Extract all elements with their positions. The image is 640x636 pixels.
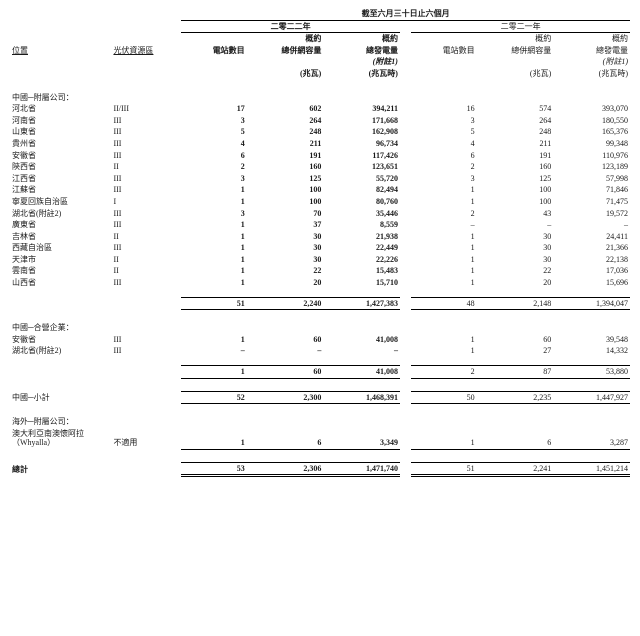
china-subtotal-row: 中國─小計 52 2,300 1,468,391 50 2,235 1,447,… (10, 391, 630, 404)
hdr-gen21-l1: 概約 (553, 33, 630, 45)
grand-total-row: 總計 53 2,306 1,471,740 51 2,241 1,451,214 (10, 462, 630, 476)
table-row: 山西省III12015,71012015,696 (10, 277, 630, 289)
table-row: 天津市II13022,22613022,138 (10, 254, 630, 266)
hdr-cap22-l2: 總併網容量 (247, 45, 324, 57)
table-row: 雲南省II12215,48312217,036 (10, 265, 630, 277)
table-row: 河南省III3264171,6683264180,550 (10, 115, 630, 127)
financial-table: 截至六月三十日止六個月 二零二二年 二零二一年 概約 概約 概約 概約 位置 光… (10, 8, 630, 477)
hdr-note22: (附註1) (323, 56, 400, 68)
section-china-jv: 中國─合營企業： (10, 322, 630, 334)
hdr-cap21-l2: 總併網容量 (477, 45, 554, 57)
table-row: 河北省II/III17602394,21116574393,070 (10, 103, 630, 115)
subtotal-sub-row: 51 2,240 1,427,383 48 2,148 1,394,047 (10, 297, 630, 310)
table-row: 江蘇省III110082,494110071,846 (10, 184, 630, 196)
hdr-location: 位置 (10, 45, 111, 57)
unit-mwh22: (兆瓦時) (323, 68, 400, 80)
hdr-cnt22: 電站數目 (181, 45, 246, 57)
year-2021-header: 二零二一年 (411, 20, 630, 33)
table-row: 寧夏回族自治區I110080,760110071,475 (10, 196, 630, 208)
hdr-cap22-l1: 概約 (247, 33, 324, 45)
hdr-gen22-l2: 總發電量 (323, 45, 400, 57)
hdr-cap21-l1: 概約 (477, 33, 554, 45)
section-china-sub: 中國─附屬公司： (10, 92, 630, 104)
table-row: 山東省III5248162,9085248165,376 (10, 126, 630, 138)
section-overseas: 海外─附屬公司： (10, 416, 630, 428)
period-header: 截至六月三十日止六個月 (181, 8, 630, 20)
table-row: 安徽省III16041,00816039,548 (10, 334, 630, 346)
year-2022-header: 二零二二年 (181, 20, 400, 33)
table-row: 廣東省III1378,559––– (10, 219, 630, 231)
hdr-cnt21: 電站數目 (411, 45, 476, 57)
table-row: 湖北省(附註2)III37035,44624319,572 (10, 208, 630, 220)
unit-mwh21: (兆瓦時) (553, 68, 630, 80)
table-row: 陝西省II2160123,6512160123,189 (10, 161, 630, 173)
table-row: 江西省III312555,720312557,998 (10, 173, 630, 185)
table-row: 湖北省(附註2)III–––12714,332 (10, 345, 630, 357)
table-row: 吉林省II13021,93813024,411 (10, 231, 630, 243)
hdr-note21: (附註1) (553, 56, 630, 68)
hdr-gen22-l1: 概約 (323, 33, 400, 45)
table-row: 貴州省III421196,734421199,348 (10, 138, 630, 150)
unit-mw21: (兆瓦) (477, 68, 554, 80)
hdr-zone: 光伏資源區 (111, 45, 181, 57)
hdr-gen21-l2: 總發電量 (553, 45, 630, 57)
subtotal-jv-row: 1 60 41,008 2 87 53,880 (10, 366, 630, 379)
unit-mw22: (兆瓦) (247, 68, 324, 80)
table-row: 安徽省III6191117,4266191110,976 (10, 150, 630, 162)
table-row: 西藏自治區III13022,44913021,366 (10, 242, 630, 254)
overseas-row: 澳大利亞南澳懷阿拉（Whyalla） 不適用 1 6 3,349 1 6 3,2… (10, 428, 630, 449)
